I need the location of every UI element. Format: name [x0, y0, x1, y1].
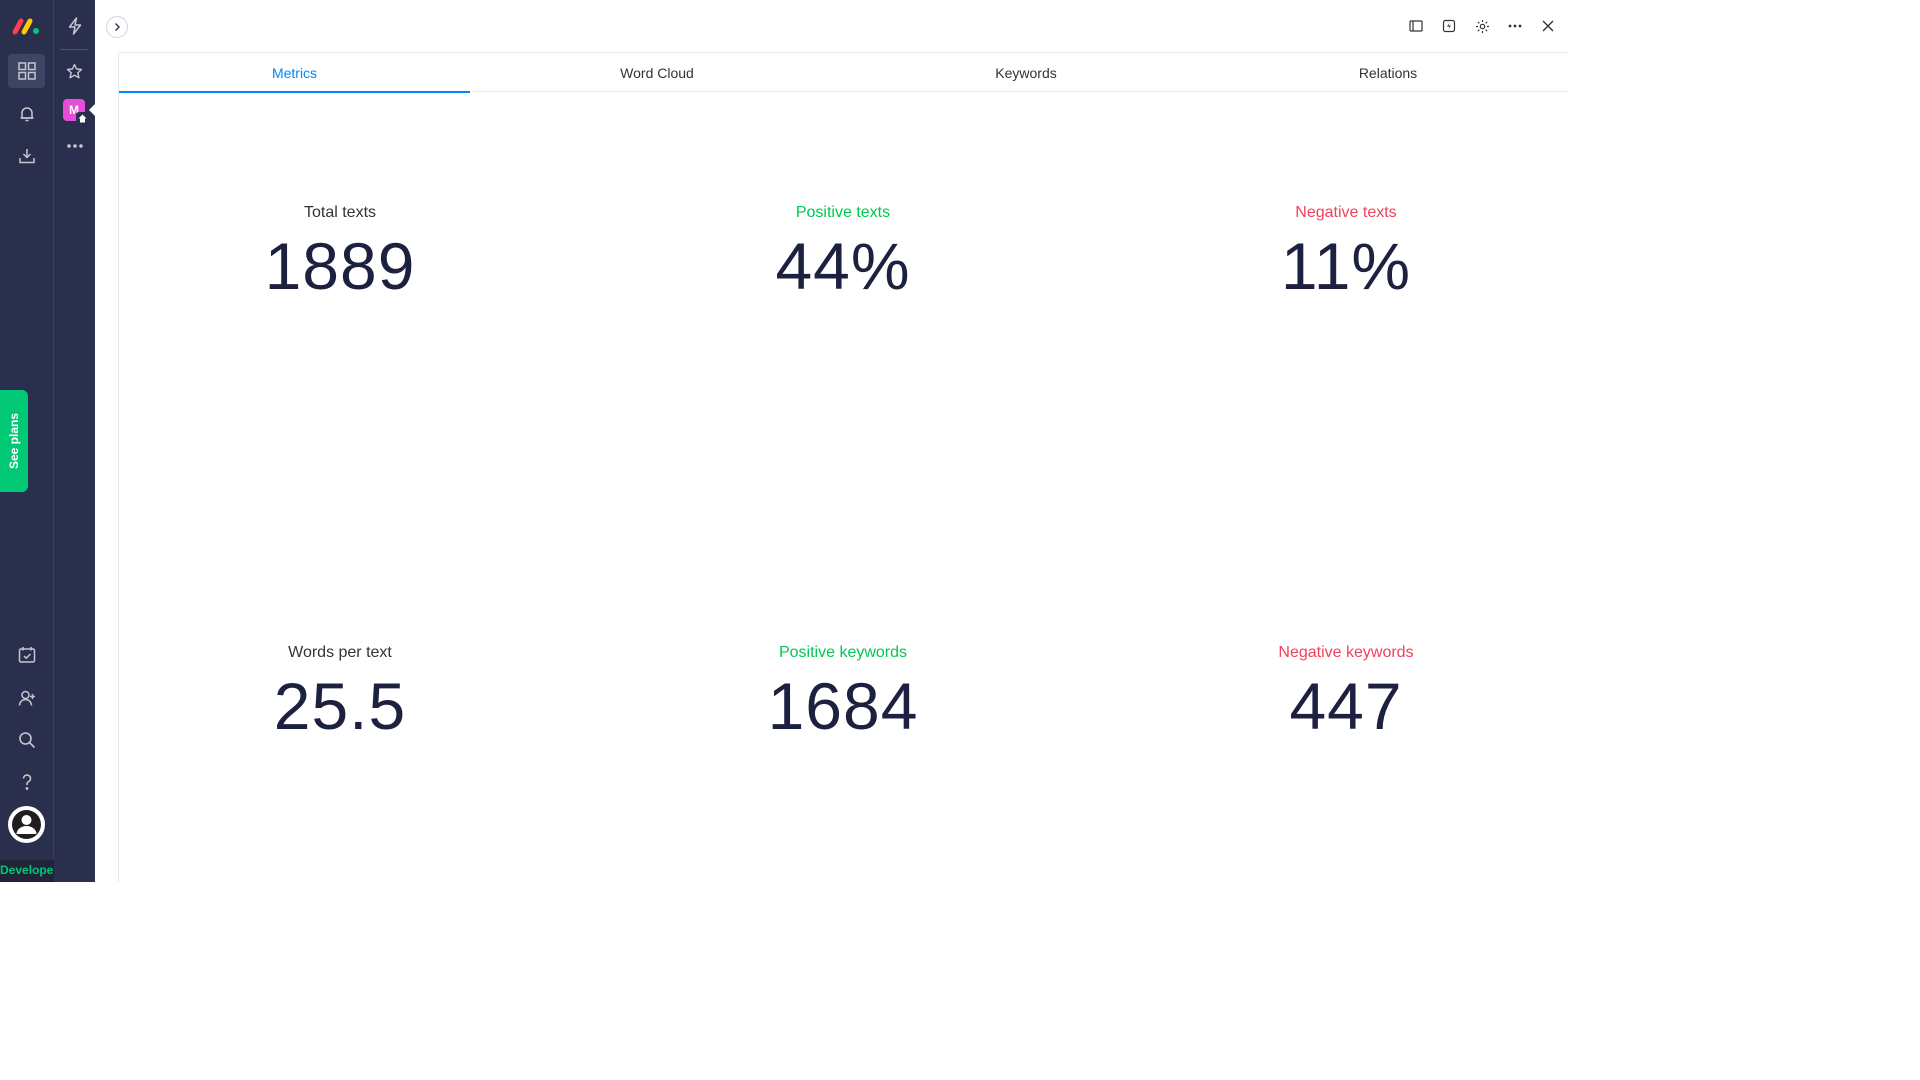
more-options-icon[interactable]	[1505, 16, 1525, 36]
metric-positive-keywords: Positive keywords 1684	[683, 644, 1003, 744]
help-question-icon[interactable]	[8, 765, 45, 799]
metric-value: 447	[1289, 669, 1403, 743]
close-icon[interactable]	[1538, 16, 1558, 36]
see-plans-label: See plans	[7, 412, 21, 470]
metric-label: Words per text	[288, 644, 392, 661]
active-pointer	[89, 104, 95, 116]
user-avatar[interactable]	[8, 806, 45, 843]
tab-word-cloud[interactable]: Word Cloud	[620, 64, 694, 81]
primary-sidebar: See plans Developer	[0, 0, 58, 882]
my-work-calendar-icon[interactable]	[8, 638, 45, 672]
app-feature-icon[interactable]	[1439, 16, 1459, 36]
metric-label: Negative keywords	[1278, 644, 1414, 661]
search-icon[interactable]	[8, 723, 45, 757]
home-apps-icon[interactable]	[8, 54, 45, 88]
home-icon	[76, 112, 88, 124]
favorites-star-icon[interactable]	[59, 56, 90, 86]
metric-value: 25.5	[273, 669, 407, 743]
main-panel: Metrics Word Cloud Keywords Relations To…	[95, 0, 1568, 882]
metric-words-per-text: Words per text 25.5	[180, 644, 500, 744]
metric-label: Positive texts	[795, 204, 891, 221]
metric-label: Positive keywords	[778, 644, 908, 661]
tab-relations[interactable]: Relations	[1358, 64, 1418, 81]
expand-sidebar-chevron-icon[interactable]	[106, 16, 128, 38]
more-dots-icon[interactable]	[59, 131, 90, 161]
automations-lightning-icon[interactable]	[59, 11, 90, 41]
inbox-download-icon[interactable]	[8, 139, 45, 173]
top-actions	[1406, 16, 1558, 36]
panel-view-icon[interactable]	[1406, 16, 1426, 36]
metric-value: 44%	[775, 229, 911, 303]
metric-value: 1889	[264, 229, 416, 303]
tab-keywords[interactable]: Keywords	[995, 64, 1057, 81]
metric-negative-texts: Negative texts 11%	[1186, 204, 1506, 304]
see-plans-button[interactable]: See plans	[0, 390, 28, 492]
invite-members-icon[interactable]	[8, 681, 45, 715]
settings-gear-icon[interactable]	[1472, 16, 1492, 36]
rail-divider	[60, 49, 88, 50]
developer-badge: Developer	[0, 860, 58, 882]
content-divider	[118, 52, 119, 882]
metric-total-texts: Total texts 1889	[180, 204, 500, 304]
metric-negative-keywords: Negative keywords 447	[1186, 644, 1506, 744]
metric-label: Negative texts	[1295, 204, 1397, 221]
tab-bar: Metrics Word Cloud Keywords Relations	[119, 52, 1568, 93]
metric-positive-texts: Positive texts 44%	[683, 204, 1003, 304]
tab-metrics[interactable]: Metrics	[119, 53, 470, 93]
notifications-bell-icon[interactable]	[8, 97, 45, 131]
metric-value: 11%	[1280, 229, 1412, 303]
metric-value: 1684	[767, 669, 919, 743]
secondary-sidebar: M	[54, 0, 95, 882]
workspace-letter: M	[69, 103, 79, 117]
metric-label: Total texts	[303, 204, 377, 221]
monday-logo-icon[interactable]	[12, 14, 42, 38]
